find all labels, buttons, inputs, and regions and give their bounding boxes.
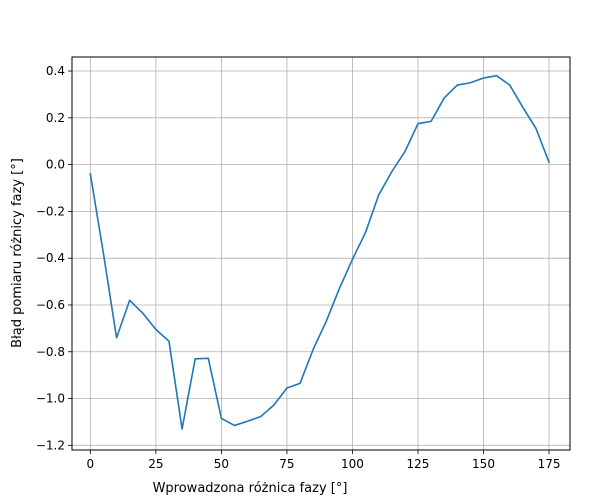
x-tick-label: 125: [407, 457, 430, 471]
series-line: [89, 74, 551, 430]
x-tick-label: 0: [87, 457, 95, 471]
axis-ticks: 0 25 50 75 100 125 150 175 −1.2 −1.0 −0.8 −0.6 −0.4 −…: [36, 64, 561, 471]
y-tick-label: −0.6: [36, 298, 65, 312]
y-axis-label: Błąd pomiaru różnicy fazy [°]: [10, 158, 25, 348]
grid: [72, 57, 570, 450]
y-tick-label: 0.2: [46, 111, 65, 125]
x-tick-label: 50: [214, 457, 229, 471]
y-tick-label: −0.8: [36, 345, 65, 359]
y-tick-label: −1.0: [36, 392, 65, 406]
x-axis-label: Wprowadzona różnica fazy [°]: [153, 481, 348, 496]
data-series: [89, 74, 551, 430]
x-tick-label: 150: [472, 457, 495, 471]
y-tick-label: 0.0: [46, 158, 65, 172]
y-tick-label: −1.2: [36, 438, 65, 452]
y-tick-label: −0.4: [36, 251, 65, 265]
y-tick-label: 0.4: [46, 64, 65, 78]
x-tick-label: 75: [279, 457, 294, 471]
plot-frame: [71, 56, 571, 451]
x-tick-label: 175: [538, 457, 561, 471]
x-tick-label: 25: [148, 457, 163, 471]
y-tick-label: −0.2: [36, 204, 65, 218]
x-tick-label: 100: [341, 457, 364, 471]
